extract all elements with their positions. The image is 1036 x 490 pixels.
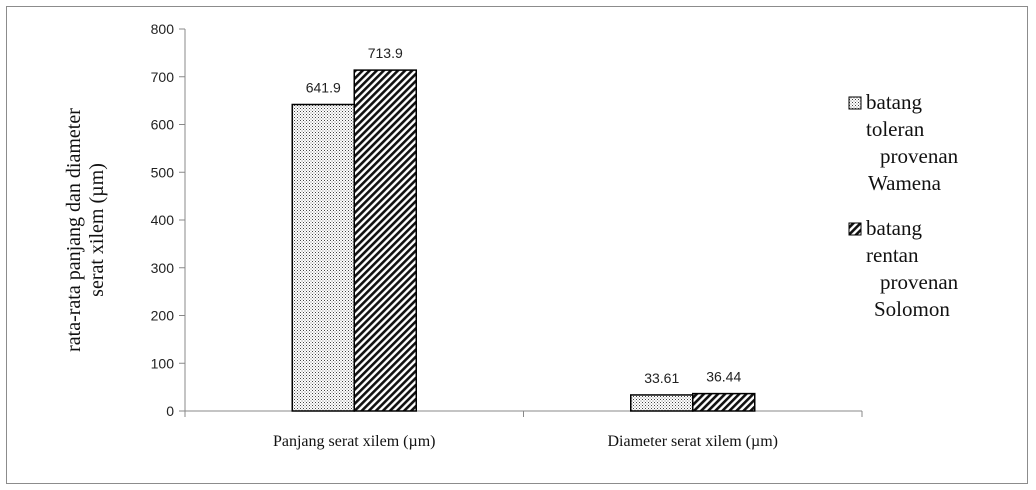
legend-label-wamena-1: batang: [866, 90, 922, 114]
x-axis: [184, 410, 863, 417]
data-label: 641.9: [306, 79, 341, 95]
y-axis: 0 100 200 300 400 500 600 700 800: [151, 21, 186, 419]
bar-solomon-diameter: [692, 392, 756, 412]
y-tick-label: 200: [151, 308, 175, 324]
legend-swatch-wamena: [848, 96, 862, 110]
bar-wamena-panjang: [291, 103, 355, 412]
bar-solomon-panjang: [353, 69, 417, 412]
y-tick-label: 500: [151, 164, 175, 180]
y-axis-title-line-2: serat xilem (µm): [86, 163, 108, 297]
y-axis-title-line-1: rata-rata panjang dan diameter: [63, 108, 85, 352]
data-label: 713.9: [368, 45, 403, 61]
legend-label-wamena-2: toleran: [866, 117, 925, 141]
category-label-diameter: Diameter serat xilem (µm): [608, 433, 778, 450]
y-tick-label: 700: [151, 69, 175, 85]
y-tick-label: 800: [151, 21, 175, 37]
y-tick-label: 400: [151, 212, 175, 228]
chart-frame: [6, 6, 1028, 484]
legend-label-solomon-1: batang: [866, 216, 922, 240]
legend-label-wamena-4: Wamena: [868, 171, 942, 195]
bars: 641.9 713.9 33.61 36.44: [291, 45, 756, 412]
legend-label-solomon-4: Solomon: [874, 297, 950, 321]
y-tick-label: 0: [166, 403, 174, 419]
legend-label-wamena-3: provenan: [880, 144, 959, 168]
legend-label-solomon-3: provenan: [880, 270, 959, 294]
data-label: 33.61: [644, 370, 679, 386]
category-label-panjang: Panjang serat xilem (µm): [273, 433, 436, 450]
legend-label-solomon-2: rentan: [866, 243, 919, 267]
y-tick-label: 100: [151, 355, 175, 371]
y-axis-title: rata-rata panjang dan diameter serat xil…: [63, 108, 108, 352]
bar-wamena-diameter: [630, 394, 694, 412]
y-tick-label: 600: [151, 117, 175, 133]
legend: batang toleran provenan Wamena batang re…: [848, 90, 959, 321]
legend-swatch-solomon: [848, 222, 862, 236]
data-label: 36.44: [706, 369, 741, 385]
y-tick-label: 300: [151, 260, 175, 276]
